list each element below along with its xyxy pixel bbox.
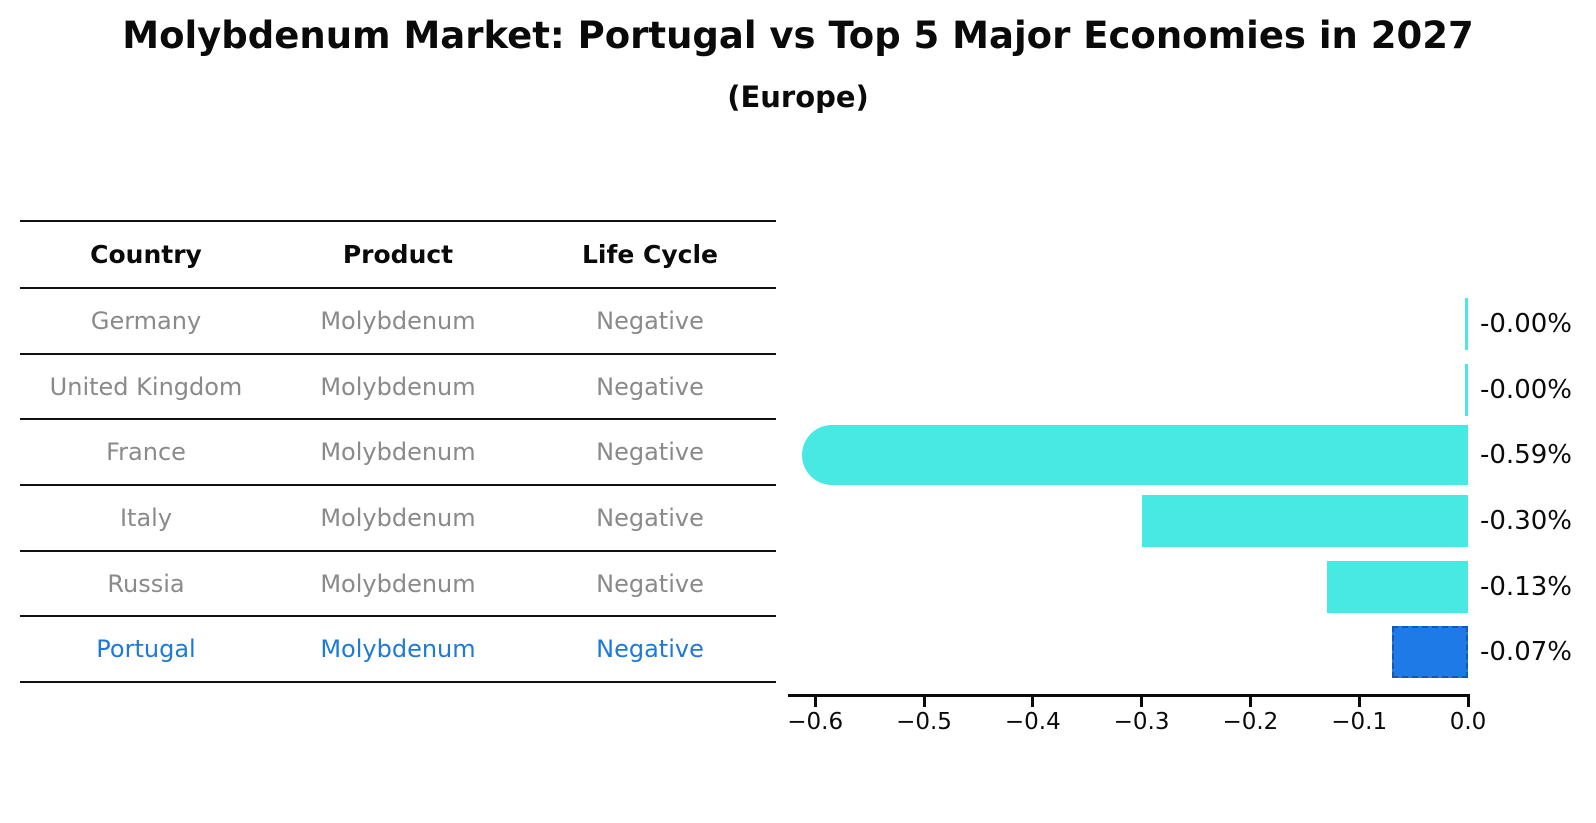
x-tick-label: −0.2: [1222, 709, 1279, 735]
header-cell-product: Product: [342, 240, 454, 269]
x-tick: [1357, 697, 1361, 707]
bar-chart-plot-area: [788, 291, 1468, 686]
country-table: Country Product Life Cycle Germany Molybd…: [20, 220, 776, 684]
table-header-row: Country Product Life Cycle: [20, 222, 776, 289]
table-row-portugal: Portugal Molybdenum Negative: [20, 617, 776, 684]
x-tick-label: −0.6: [787, 709, 844, 735]
table-row-russia: Russia Molybdenum Negative: [20, 552, 776, 618]
bar-germany: [1465, 297, 1468, 350]
header-cell-country: Country: [90, 240, 202, 269]
bar-value-label-germany: -0.00%: [1480, 308, 1572, 339]
bar-value-label-italy: -0.30%: [1480, 506, 1572, 536]
bar-france: [802, 425, 1468, 486]
table-row-italy: Italy Molybdenum Negative: [20, 486, 776, 552]
cell-country: France: [106, 438, 186, 467]
x-tick-label: −0.1: [1331, 709, 1388, 735]
cell-country: United Kingdom: [49, 372, 243, 401]
x-tick: [922, 697, 926, 707]
cell-country: Russia: [107, 569, 185, 598]
cell-life-cycle: Negative: [596, 372, 704, 401]
cell-product: Molybdenum: [320, 306, 476, 335]
cell-life-cycle: Negative: [596, 438, 704, 467]
cell-country: Germany: [90, 306, 202, 335]
x-tick: [1140, 697, 1144, 707]
x-tick: [813, 697, 817, 707]
bar-italy: [1141, 495, 1468, 547]
chart-subtitle: (Europe): [727, 80, 869, 114]
cell-life-cycle: Negative: [596, 635, 704, 664]
cell-life-cycle: Negative: [596, 306, 704, 335]
x-tick: [1248, 697, 1252, 707]
cell-product: Molybdenum: [320, 635, 476, 664]
cell-product: Molybdenum: [320, 503, 476, 532]
x-tick-label: −0.3: [1113, 709, 1170, 735]
cell-product: Molybdenum: [320, 372, 476, 401]
x-tick-label: 0.0: [1449, 709, 1487, 735]
bar-value-label-united-kingdom: -0.00%: [1480, 374, 1572, 405]
x-tick-label: −0.5: [896, 709, 952, 735]
x-axis-line: [788, 694, 1470, 697]
cell-life-cycle: Negative: [596, 569, 704, 598]
x-tick: [1031, 697, 1035, 707]
cell-life-cycle: Negative: [596, 503, 704, 532]
bar-value-label-portugal: -0.07%: [1480, 637, 1572, 668]
bar-portugal: [1391, 626, 1468, 679]
bar-value-label-france: -0.59%: [1480, 440, 1572, 471]
table-row-united-kingdom: United Kingdom Molybdenum Negative: [20, 355, 776, 421]
table-row-germany: Germany Molybdenum Negative: [20, 289, 776, 355]
table-row-france: France Molybdenum Negative: [20, 420, 776, 487]
x-tick: [1466, 697, 1470, 707]
table-body: Germany Molybdenum Negative United Kingdom M…: [20, 289, 776, 684]
bar-united-kingdom: [1465, 363, 1468, 416]
cell-country: Italy: [119, 503, 173, 532]
cell-product: Molybdenum: [320, 569, 476, 598]
cell-product: Molybdenum: [320, 438, 476, 467]
chart-title: Molybdenum Market: Portugal vs Top 5 Maj…: [122, 14, 1474, 57]
header-cell-life-cycle: Life Cycle: [581, 240, 719, 269]
x-tick-label: −0.4: [1004, 709, 1061, 735]
bar-russia: [1326, 560, 1468, 613]
cell-country: Portugal: [96, 635, 196, 664]
bar-value-label-russia: -0.13%: [1480, 571, 1572, 602]
